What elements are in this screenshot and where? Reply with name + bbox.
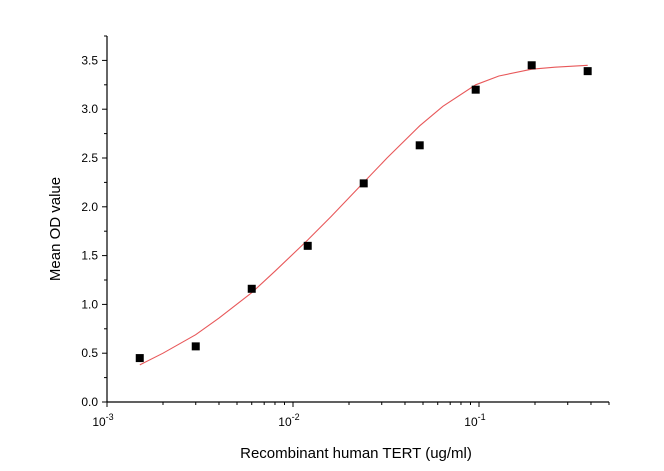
y-tick-label: 0.5	[81, 346, 98, 360]
y-tick-label: 2.5	[81, 151, 98, 165]
x-tick-label: 10-2	[278, 412, 299, 429]
data-point	[247, 284, 256, 293]
y-axis-title: Mean OD value	[47, 177, 64, 281]
data-point	[527, 61, 536, 70]
x-axis-title: Recombinant human TERT (ug/ml)	[240, 445, 472, 462]
fit-curve	[139, 64, 588, 366]
y-tick-label: 1.5	[81, 249, 98, 263]
data-point	[303, 241, 312, 250]
y-tick-label: 2.0	[81, 200, 98, 214]
y-tick-label: 3.0	[81, 102, 98, 116]
x-tick-label: 10-3	[92, 412, 113, 429]
x-tick-label: 10-1	[464, 412, 485, 429]
data-point	[415, 141, 424, 150]
y-tick-label: 3.5	[81, 53, 98, 67]
axes: 0.0 0.5 1.0 1.5 2.0 2.5 3.0 3.5 10-3 10-2 10-1	[81, 35, 610, 429]
data-points	[135, 61, 592, 363]
data-point	[583, 67, 592, 76]
data-point	[359, 179, 368, 188]
fit-curve-group	[139, 64, 588, 366]
y-tick-label: 0.0	[81, 395, 98, 409]
data-point	[135, 354, 144, 363]
y-tick-label: 1.0	[81, 297, 98, 311]
data-point	[191, 342, 200, 351]
data-point	[471, 85, 480, 94]
